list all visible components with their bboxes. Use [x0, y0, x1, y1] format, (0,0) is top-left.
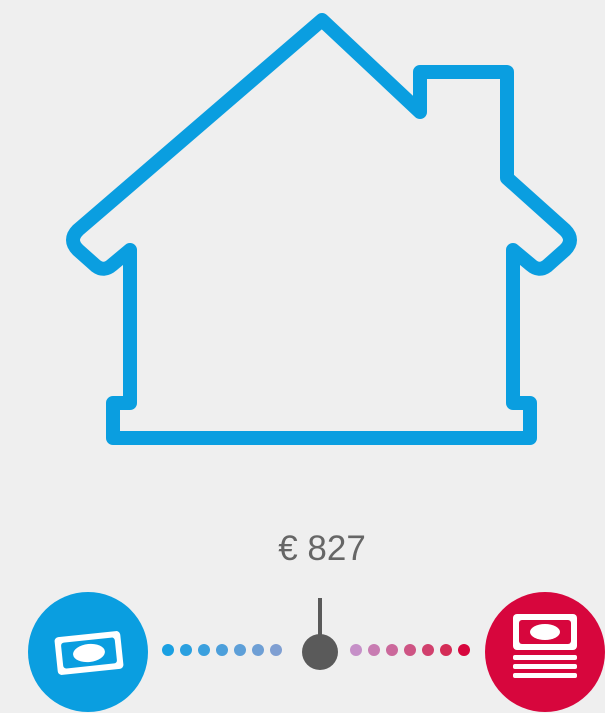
slider-knob[interactable] — [302, 634, 338, 670]
illustration: € 827 — [0, 0, 605, 713]
slider — [162, 598, 470, 670]
dot — [422, 644, 434, 656]
dot — [368, 644, 380, 656]
page: € 827 (() => { const data = JSON.parse(d… — [0, 0, 605, 713]
high-cost-icon — [485, 592, 605, 712]
indicator-label: € 827 — [278, 529, 366, 568]
dot — [252, 644, 264, 656]
dot — [270, 644, 282, 656]
dot — [404, 644, 416, 656]
house-outline — [73, 20, 570, 438]
dot — [350, 644, 362, 656]
low-cost-icon — [28, 592, 148, 712]
dot — [162, 644, 174, 656]
dot — [386, 644, 398, 656]
dot — [458, 644, 470, 656]
dot — [198, 644, 210, 656]
dot — [180, 644, 192, 656]
dot — [440, 644, 452, 656]
dot — [216, 644, 228, 656]
dot — [234, 644, 246, 656]
